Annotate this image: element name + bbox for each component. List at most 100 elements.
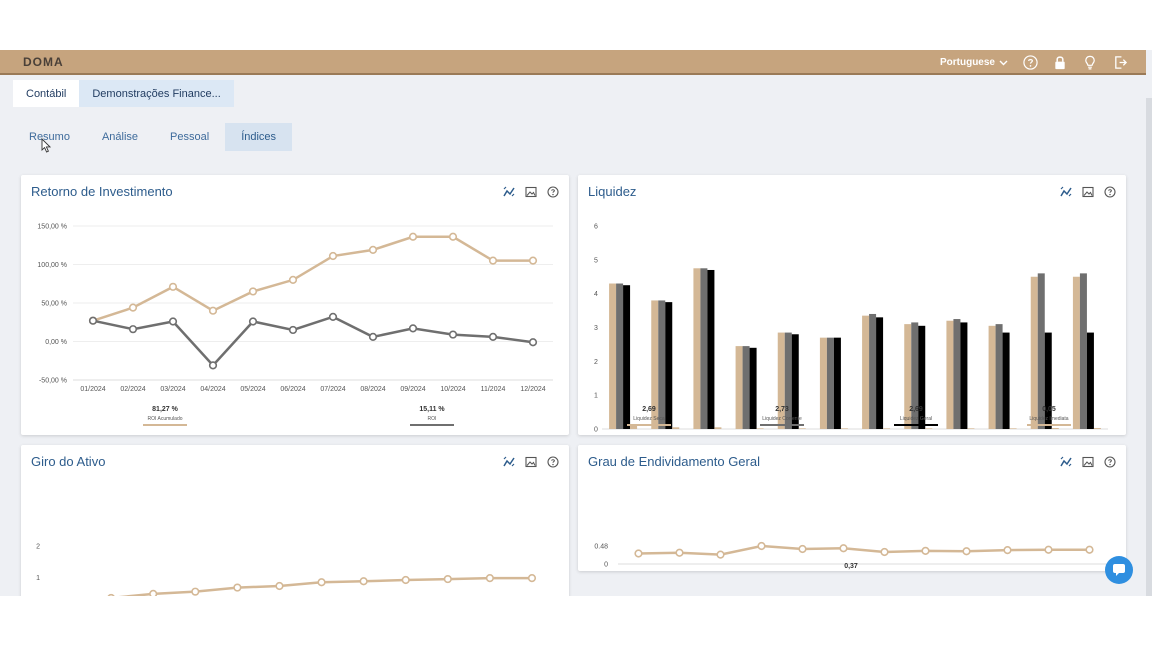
bar xyxy=(791,334,799,429)
bar xyxy=(925,428,933,429)
summary-value: 15,11 % xyxy=(419,406,445,413)
bar xyxy=(1093,427,1101,429)
bar xyxy=(840,428,848,429)
lock-icon[interactable] xyxy=(1052,55,1068,71)
bar xyxy=(1002,332,1010,429)
image-icon[interactable] xyxy=(1082,456,1094,468)
summary-value: 2,69 xyxy=(642,406,656,413)
x-tick-label: 06/2024 xyxy=(280,386,305,393)
data-point xyxy=(408,324,418,333)
bar xyxy=(798,428,806,429)
chevron-down-icon xyxy=(999,60,1008,65)
y-tick-label: 0 xyxy=(594,427,598,434)
bar xyxy=(777,332,785,429)
liquidez-card: Liquidez 654321001/202402/202403/202404/… xyxy=(578,175,1126,435)
legend-label: ROI xyxy=(428,416,437,422)
card-title: Liquidez xyxy=(588,184,637,199)
data-point xyxy=(527,574,537,583)
data-point xyxy=(233,583,242,592)
data-point xyxy=(368,332,378,341)
data-point xyxy=(921,546,930,555)
bar xyxy=(623,285,631,429)
data-point xyxy=(408,232,418,241)
bar xyxy=(1044,332,1052,429)
bar xyxy=(911,322,919,429)
y-tick-label: 100,00 % xyxy=(37,262,67,269)
data-point xyxy=(275,581,284,591)
card-actions xyxy=(1060,186,1116,198)
bar xyxy=(918,325,926,429)
data-point xyxy=(208,361,218,370)
image-icon[interactable] xyxy=(525,456,537,468)
y-tick-label: 0 xyxy=(604,562,608,569)
bar xyxy=(995,324,1003,429)
data-point xyxy=(528,256,538,265)
bar xyxy=(953,319,961,429)
bar xyxy=(658,300,666,429)
endividamento-card: Grau de Endividamento Geral 0.48001/2024… xyxy=(578,445,1126,571)
y-tick-label: 6 xyxy=(594,224,598,231)
bar xyxy=(833,337,841,429)
chart-type-icon[interactable] xyxy=(503,186,515,198)
y-tick-label: 3 xyxy=(594,325,598,332)
data-point xyxy=(448,330,458,339)
help-icon[interactable] xyxy=(1104,186,1116,198)
card-title: Giro do Ativo xyxy=(31,454,106,469)
y-tick-label: 50,00 % xyxy=(41,301,67,308)
data-point xyxy=(634,549,643,558)
legend-label: ROI Acumulado xyxy=(147,416,182,422)
data-point xyxy=(168,282,178,291)
bar xyxy=(665,302,673,429)
series-line xyxy=(92,235,533,322)
data-point xyxy=(798,544,807,554)
chart-type-icon[interactable] xyxy=(1060,456,1072,468)
tab-analise[interactable]: Análise xyxy=(101,131,139,143)
help-icon[interactable] xyxy=(547,186,559,198)
chat-button[interactable] xyxy=(1105,556,1133,584)
x-tick-label: 11/2024 xyxy=(481,386,506,393)
help-icon[interactable] xyxy=(547,456,559,468)
bar xyxy=(693,268,701,429)
language-label: Portuguese xyxy=(939,57,995,68)
y-tick-label: -50,00 % xyxy=(39,378,67,385)
summary-value: 81,27 % xyxy=(152,406,178,413)
data-point xyxy=(839,544,848,553)
bar xyxy=(1037,273,1045,429)
y-tick-label: 5 xyxy=(594,257,598,264)
image-icon[interactable] xyxy=(1082,186,1094,198)
data-point xyxy=(880,547,889,557)
language-selector[interactable]: Portuguese xyxy=(940,57,1008,68)
tab-indices[interactable]: Índices xyxy=(225,123,293,151)
bar xyxy=(1086,332,1094,429)
data-point xyxy=(208,306,218,315)
tab-demonstracoes-financeiras[interactable]: Demonstrações Finance... xyxy=(79,80,234,107)
bar xyxy=(784,332,792,429)
data-point xyxy=(248,317,258,326)
section-tabs: Resumo Análise Pessoal Índices xyxy=(13,123,293,151)
data-point xyxy=(248,287,258,296)
image-icon[interactable] xyxy=(525,186,537,198)
bar xyxy=(707,269,715,429)
app-window: DOMA Portuguese Contábil Demonstrações F… xyxy=(0,50,1152,596)
tab-pessoal[interactable]: Pessoal xyxy=(170,131,210,143)
tab-resumo[interactable]: Resumo xyxy=(29,131,70,143)
data-point xyxy=(288,325,298,335)
help-icon[interactable] xyxy=(1022,55,1038,71)
chart-type-icon[interactable] xyxy=(1060,186,1072,198)
help-icon[interactable] xyxy=(1104,456,1116,468)
bar xyxy=(862,315,870,429)
roi-chart: 150,00 % 100,00 % 50,00 % 0,00 % -50,00 % 01/… xyxy=(37,224,553,426)
logout-icon[interactable] xyxy=(1112,55,1128,71)
lightbulb-icon[interactable] xyxy=(1082,55,1098,71)
chart-type-icon[interactable] xyxy=(503,456,515,468)
x-tick-label: 12/2024 xyxy=(520,386,545,393)
tab-contabil[interactable]: Contábil xyxy=(13,80,80,107)
logo: DOMA xyxy=(23,55,64,69)
data-point xyxy=(485,574,494,583)
data-point xyxy=(149,589,158,596)
page-scrollbar[interactable] xyxy=(1146,98,1152,596)
series-line xyxy=(92,315,534,368)
data-point xyxy=(288,275,298,284)
data-point xyxy=(488,332,498,341)
x-tick-label: 10/2024 xyxy=(440,386,465,393)
